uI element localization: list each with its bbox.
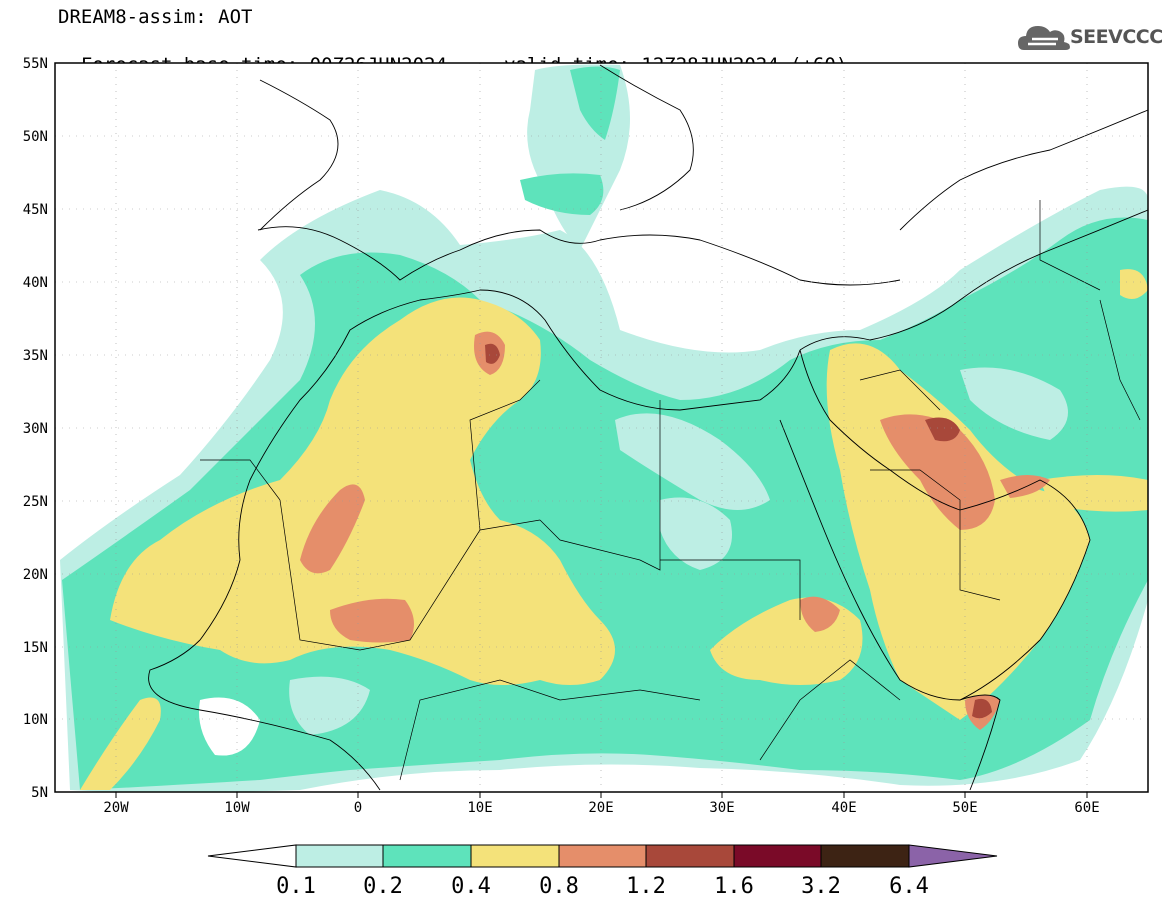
colorbar-label: 0.4 [451, 874, 491, 899]
aot-band-extreme-iraq [925, 417, 960, 442]
colorbar-label: 6.4 [889, 874, 929, 899]
aot-band-medium-europe [570, 66, 620, 140]
aot-hole-westafrica [199, 697, 260, 756]
aot-band-very-high-mali [300, 484, 365, 574]
colorbar-swatch [295, 844, 384, 868]
colorbar [207, 844, 998, 868]
aot-band-high-iran [1120, 269, 1148, 299]
colorbar-label: 0.8 [539, 874, 579, 899]
lat-label: 10N [23, 712, 48, 728]
coastlines [148, 64, 1148, 791]
lat-label: 50N [23, 129, 48, 145]
colorbar-swatch [558, 844, 647, 868]
colorbar-label: 0.2 [363, 874, 403, 899]
colorbar-swatch [820, 844, 910, 868]
axis-ticks [115, 792, 1088, 798]
lat-label: 35N [23, 348, 48, 364]
aot-hole-egypt [660, 497, 732, 570]
lon-label: 40E [831, 800, 856, 816]
colorbar-lower-arrow [207, 844, 297, 868]
latitude-labels: 55N 50N 45N 40N 35N 30N 25N 20N 15N 10N … [23, 56, 48, 801]
aot-band-medium-central-europe [520, 173, 604, 215]
aot-hole-libya [615, 413, 770, 510]
lon-label: 10W [224, 800, 250, 816]
aot-band-extreme-somalia [972, 698, 992, 719]
aot-band-extreme-tunisia [485, 343, 500, 364]
colorbar-upper-arrow [908, 844, 998, 868]
lat-label: 45N [23, 202, 48, 218]
aot-band-very-high-niger [330, 598, 414, 643]
country-borders [200, 200, 1141, 781]
lon-label: 10E [467, 800, 492, 816]
lon-label: 20W [103, 800, 129, 816]
lat-label: 5N [31, 785, 48, 801]
aot-band-high-westafrica [80, 697, 161, 790]
longitude-labels: 20W 10W 0 10E 20E 30E 40E 50E 60E [103, 800, 1099, 816]
lat-label: 20N [23, 567, 48, 583]
aot-band-high-gulf [1040, 475, 1148, 512]
colorbar-label: 1.2 [626, 874, 666, 899]
lat-label: 40N [23, 275, 48, 291]
aot-band-high-sahara [110, 297, 615, 685]
colorbar-swatch [645, 844, 735, 868]
lat-label: 25N [23, 494, 48, 510]
colorbar-label: 0.1 [276, 874, 316, 899]
map-title: DREAM8-assim: AOT [58, 6, 253, 28]
cloud-icon [1018, 26, 1070, 50]
logo-text: SEEVCCC [1070, 26, 1163, 48]
graticule [55, 63, 1148, 792]
lat-label: 55N [23, 56, 48, 72]
lon-label: 30E [709, 800, 734, 816]
colorbar-label: 3.2 [801, 874, 841, 899]
colorbar-swatch [382, 844, 472, 868]
aot-hole-centralafrica [289, 676, 370, 735]
lat-label: 30N [23, 421, 48, 437]
aot-hole-iran [960, 367, 1068, 440]
lon-label: 0 [354, 800, 362, 816]
colorbar-swatch [470, 844, 560, 868]
lon-label: 20E [588, 800, 613, 816]
aot-band-very-high-iraq [880, 414, 995, 530]
lon-label: 50E [952, 800, 977, 816]
colorbar-label: 1.6 [714, 874, 754, 899]
aot-band-very-high-redsea [800, 596, 840, 632]
colorbar-labels: 0.1 0.2 0.4 0.8 1.2 1.6 3.2 6.4 [276, 874, 929, 899]
colorbar-swatch [733, 844, 822, 868]
lon-label: 60E [1074, 800, 1099, 816]
lat-label: 15N [23, 640, 48, 656]
